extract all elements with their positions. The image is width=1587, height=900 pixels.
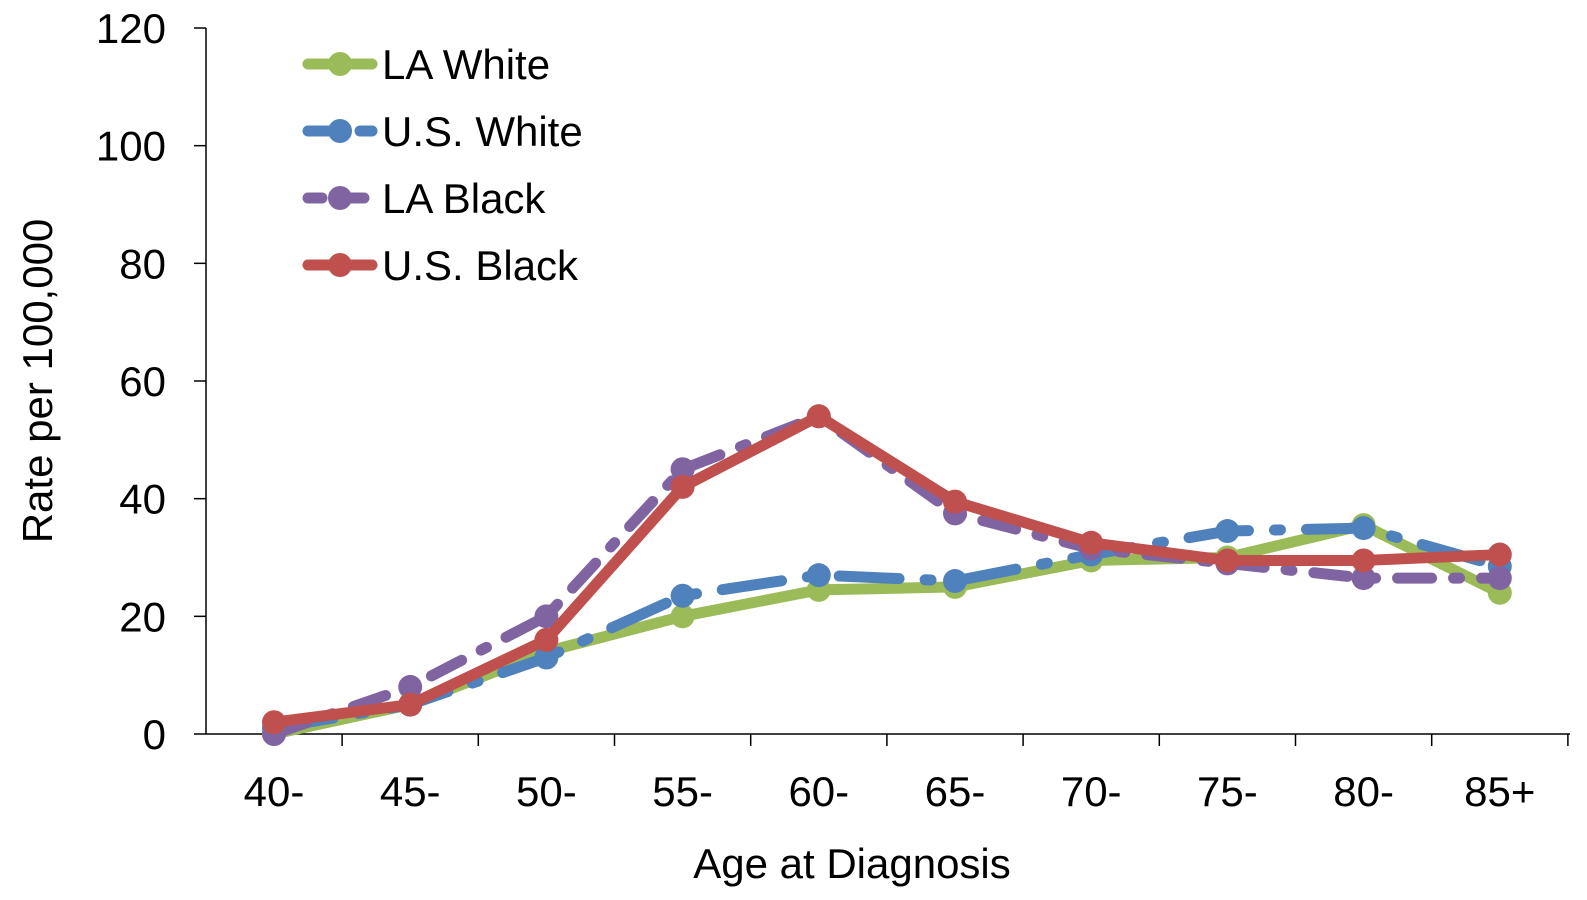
y-tick-label: 40 [119, 476, 166, 523]
legend-item: U.S. Black [302, 242, 579, 289]
y-ticks: 0 20 40 60 80 100 120 [96, 5, 206, 758]
series-u-s-white [262, 516, 1512, 741]
data-point [1215, 548, 1240, 573]
legend-marker [328, 253, 352, 277]
y-tick-label: 0 [143, 711, 166, 758]
x-tick-label: 40- [244, 768, 305, 815]
legend-label: U.S. Black [382, 242, 579, 289]
legend-label: LA White [382, 41, 550, 88]
data-point [534, 645, 559, 670]
y-tick-label: 120 [96, 5, 166, 52]
data-point [1351, 566, 1376, 591]
data-point [670, 604, 695, 629]
data-point [398, 692, 423, 717]
series-layer [262, 404, 1512, 746]
y-tick-label: 100 [96, 123, 166, 170]
x-tick-label: 60- [788, 768, 849, 815]
data-point [1487, 566, 1512, 591]
legend-item: LA Black [302, 175, 546, 222]
data-point [1079, 530, 1104, 555]
data-point [943, 489, 967, 514]
legend-marker [328, 119, 352, 143]
legend-marker [328, 186, 352, 210]
legend-label: U.S. White [382, 108, 583, 155]
y-tick-label: 20 [119, 593, 166, 640]
x-tick-label: 45- [380, 768, 441, 815]
series-line [268, 410, 1506, 728]
x-tick-label: 85+ [1464, 768, 1535, 815]
data-point [806, 404, 831, 429]
data-point [1215, 519, 1240, 544]
legend-item: LA White [302, 41, 550, 88]
y-tick-label: 60 [119, 358, 166, 405]
legend-item: U.S. White [302, 108, 583, 155]
y-tick-label: 80 [119, 240, 166, 287]
x-tick-label: 55- [652, 768, 713, 815]
x-tick-label: 80- [1333, 768, 1394, 815]
series-u-s-black [262, 404, 1512, 735]
legend-label: LA Black [382, 175, 546, 222]
data-point [670, 583, 695, 608]
legend: LA White U.S. White LA Black U.S. Black [302, 41, 583, 289]
x-tick-label: 70- [1061, 768, 1122, 815]
x-tick-label: 50- [516, 768, 577, 815]
data-point [262, 710, 286, 735]
data-point [1351, 516, 1376, 541]
series-la-white [262, 513, 1512, 746]
series-line [268, 522, 1506, 734]
data-point [534, 627, 559, 652]
data-point [1351, 548, 1376, 573]
data-point [670, 474, 695, 499]
x-tick-label: 75- [1197, 768, 1258, 815]
x-axis-title: Age at Diagnosis [693, 840, 1011, 887]
data-point [398, 674, 423, 699]
x-ticks: 40- 45- 50- 55- 60- 65- 70- 75- 80- 85+ [244, 734, 1569, 815]
y-axis-title: Rate per 100,000 [14, 219, 61, 544]
data-point [534, 604, 559, 629]
data-point [806, 563, 831, 588]
x-tick-label: 65- [925, 768, 986, 815]
data-point [943, 569, 967, 594]
data-point [1487, 542, 1512, 567]
legend-marker [328, 52, 352, 76]
data-point [670, 457, 695, 482]
